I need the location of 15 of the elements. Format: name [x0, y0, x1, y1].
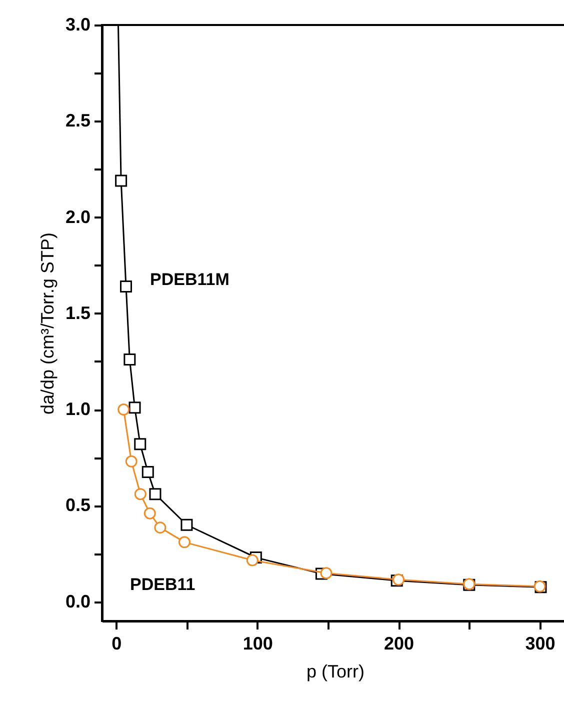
x-tick-label: 0 [112, 634, 122, 654]
series-label: PDEB11 [130, 575, 196, 594]
x-axis-title: p (Torr) [306, 662, 364, 682]
series-label: PDEB11M [150, 270, 230, 289]
y-tick-label: 3.0 [65, 14, 90, 34]
x-tick-label: 200 [384, 634, 414, 654]
y-tick-label: 1.5 [65, 302, 90, 323]
y-tick-label: 0.0 [65, 591, 90, 612]
x-tick-label: 300 [525, 634, 556, 654]
y-axis-title: da/dp (cm³/Torr.g STP) [37, 232, 58, 415]
y-tick-label: 0.5 [65, 495, 90, 516]
y-tick-label: 1.0 [65, 399, 90, 420]
y-tick-label: 2.0 [65, 206, 90, 227]
y-tick-label: 2.5 [65, 110, 90, 131]
x-tick-label: 100 [242, 634, 273, 654]
